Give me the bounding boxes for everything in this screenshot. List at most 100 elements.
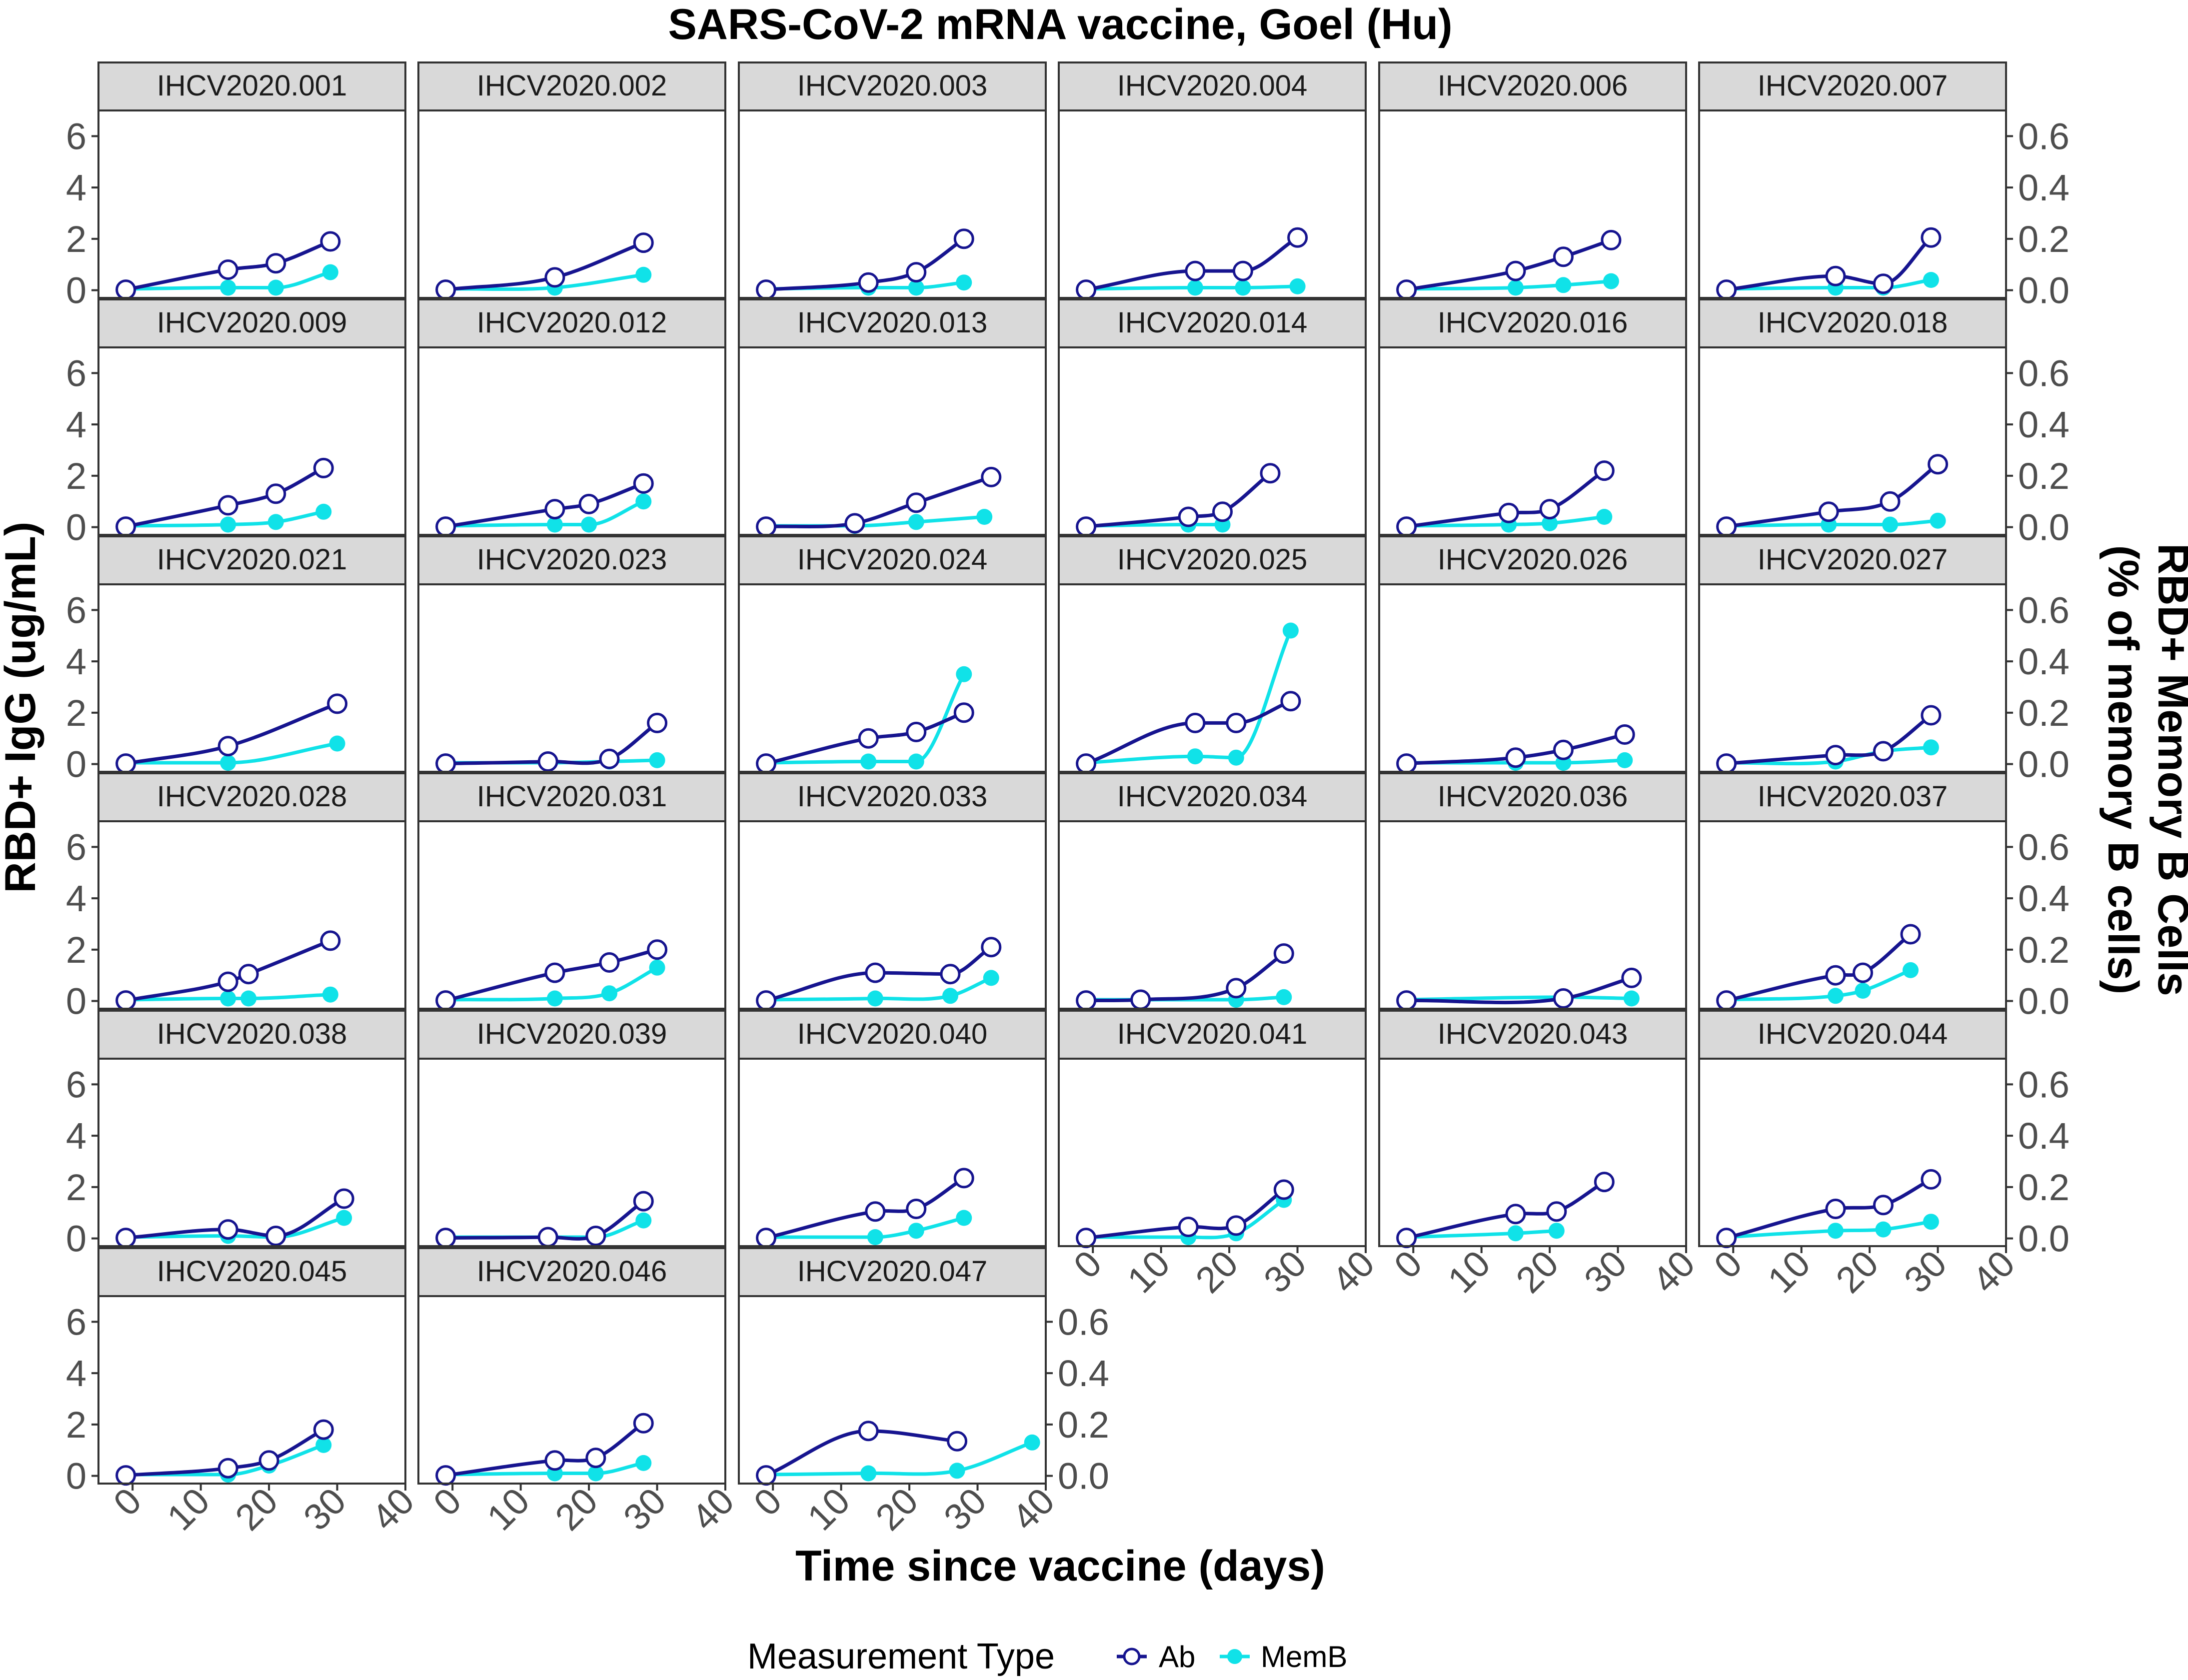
x-tick-label: 40: [1644, 1243, 1703, 1301]
ab-series-line: [1405, 733, 1627, 766]
facet-panel: IHCV2020.001: [97, 61, 406, 300]
ab-point: [858, 272, 879, 293]
panel-border: [738, 346, 1047, 536]
memb-point: [1282, 622, 1299, 639]
y2-tick-label: 0.4: [2018, 167, 2070, 208]
ab-series-line: [764, 945, 993, 1003]
ab-point: [1553, 246, 1574, 267]
ab-point: [585, 1226, 606, 1246]
memb-point: [267, 279, 284, 296]
ab-point: [1076, 279, 1097, 300]
memb-point: [949, 1463, 965, 1479]
facet-label: IHCV2020.037: [1758, 780, 1948, 813]
facet-panel: IHCV2020.023: [417, 535, 726, 774]
memb-point: [1617, 752, 1633, 768]
panel-border: [417, 820, 726, 1010]
y-tick-label: 6: [66, 352, 86, 394]
memb-point: [1923, 272, 1939, 288]
facet-panel: IHCV2020.046: [417, 1247, 726, 1486]
ab-series-line: [764, 475, 993, 529]
y-tick-label: 2: [66, 1404, 86, 1446]
facet-strip: [97, 61, 406, 111]
ab-point: [1880, 491, 1901, 512]
panel-border: [1058, 1058, 1367, 1247]
panel-border: [97, 1058, 406, 1247]
legend-ab-marker: [1123, 1648, 1141, 1666]
memb-point: [1024, 1434, 1040, 1451]
ab-point: [585, 1448, 606, 1469]
y2-tick-label: 0.0: [2018, 1218, 2070, 1260]
panel-border: [1058, 109, 1367, 299]
facet-panel: IHCV2020.013: [738, 298, 1047, 537]
ab-point: [1280, 691, 1301, 712]
ab-point: [435, 1228, 456, 1249]
y-axis-title: RBD+ IgG (ug/mL): [0, 522, 44, 893]
ab-series-line: [1084, 1188, 1286, 1240]
facet-panel: IHCV2020.031: [417, 772, 726, 1011]
ab-point: [947, 1431, 968, 1452]
ab-point: [1900, 924, 1921, 945]
y-axis-title-right-line1: RBD+ Memory B Cells: [2149, 543, 2188, 996]
ab-series-line: [1405, 1180, 1606, 1240]
y2-tick-label: 0.6: [2018, 352, 2070, 394]
ab-point: [756, 753, 777, 774]
ab-point: [1553, 739, 1574, 760]
memb-point: [601, 985, 617, 1002]
ab-point: [1076, 753, 1097, 774]
facet-strip: [1378, 772, 1687, 822]
memb-point: [336, 1210, 352, 1226]
memb-point: [267, 514, 284, 530]
memb-series-line: [764, 672, 966, 765]
memb-point: [908, 1223, 924, 1239]
ab-point: [1178, 1217, 1199, 1237]
y2-tick-label: 0.6: [1058, 1301, 1109, 1343]
ab-point: [1546, 1201, 1567, 1222]
memb-point: [546, 516, 563, 533]
facet-strip: [417, 535, 726, 585]
ab-point: [906, 721, 927, 742]
x-tick-label: 30: [936, 1480, 994, 1539]
ab-point: [858, 728, 879, 749]
ab-series-line: [1725, 1177, 1933, 1240]
ab-point: [953, 1168, 974, 1189]
ab-series-line: [444, 1421, 645, 1478]
facet-panel: IHCV2020.037: [1698, 772, 2007, 1011]
facet-label: IHCV2020.006: [1438, 69, 1628, 102]
x-tick-label: 20: [868, 1480, 926, 1539]
memb-point: [1548, 1223, 1565, 1239]
ab-point: [906, 1199, 927, 1219]
y-tick-label: 4: [66, 1115, 86, 1157]
panels-layer: IHCV2020.001 IHCV2020.002 IHCV2020.003 IHCV…: [97, 61, 2007, 1486]
facet-label: IHCV2020.046: [477, 1255, 667, 1288]
y-tick-label: 4: [66, 1353, 86, 1394]
memb-point: [1507, 279, 1524, 296]
facet-strip: [1058, 298, 1367, 348]
panel-border: [417, 583, 726, 773]
facet-strip: [738, 1010, 1047, 1060]
ab-point: [1825, 265, 1846, 286]
y2-tick-label: 0.6: [2018, 826, 2070, 868]
ab-point: [844, 513, 865, 534]
ab-point: [1505, 747, 1526, 768]
y-tick-label: 4: [66, 404, 86, 445]
memb-series-line: [1725, 1220, 1933, 1239]
facet-panel: IHCV2020.009: [97, 298, 406, 537]
ab-point: [115, 279, 136, 300]
legend-title: Measurement Type: [747, 1637, 1055, 1677]
x-tick-label: 40: [1324, 1243, 1382, 1301]
ab-point: [327, 693, 348, 714]
memb-point: [956, 274, 972, 291]
y-tick-label: 4: [66, 167, 86, 208]
memb-series-line: [124, 510, 325, 528]
panel-border: [738, 820, 1047, 1010]
ab-point: [537, 1227, 558, 1248]
y2-tick-label: 0.0: [1058, 1456, 1109, 1497]
ab-point: [1226, 712, 1247, 733]
ab-point: [217, 495, 238, 516]
ab-point: [1273, 1179, 1294, 1200]
x-tick-label: 20: [1828, 1243, 1887, 1301]
ab-point: [599, 748, 620, 769]
ab-point: [320, 930, 341, 951]
facet-label: IHCV2020.023: [477, 543, 667, 576]
